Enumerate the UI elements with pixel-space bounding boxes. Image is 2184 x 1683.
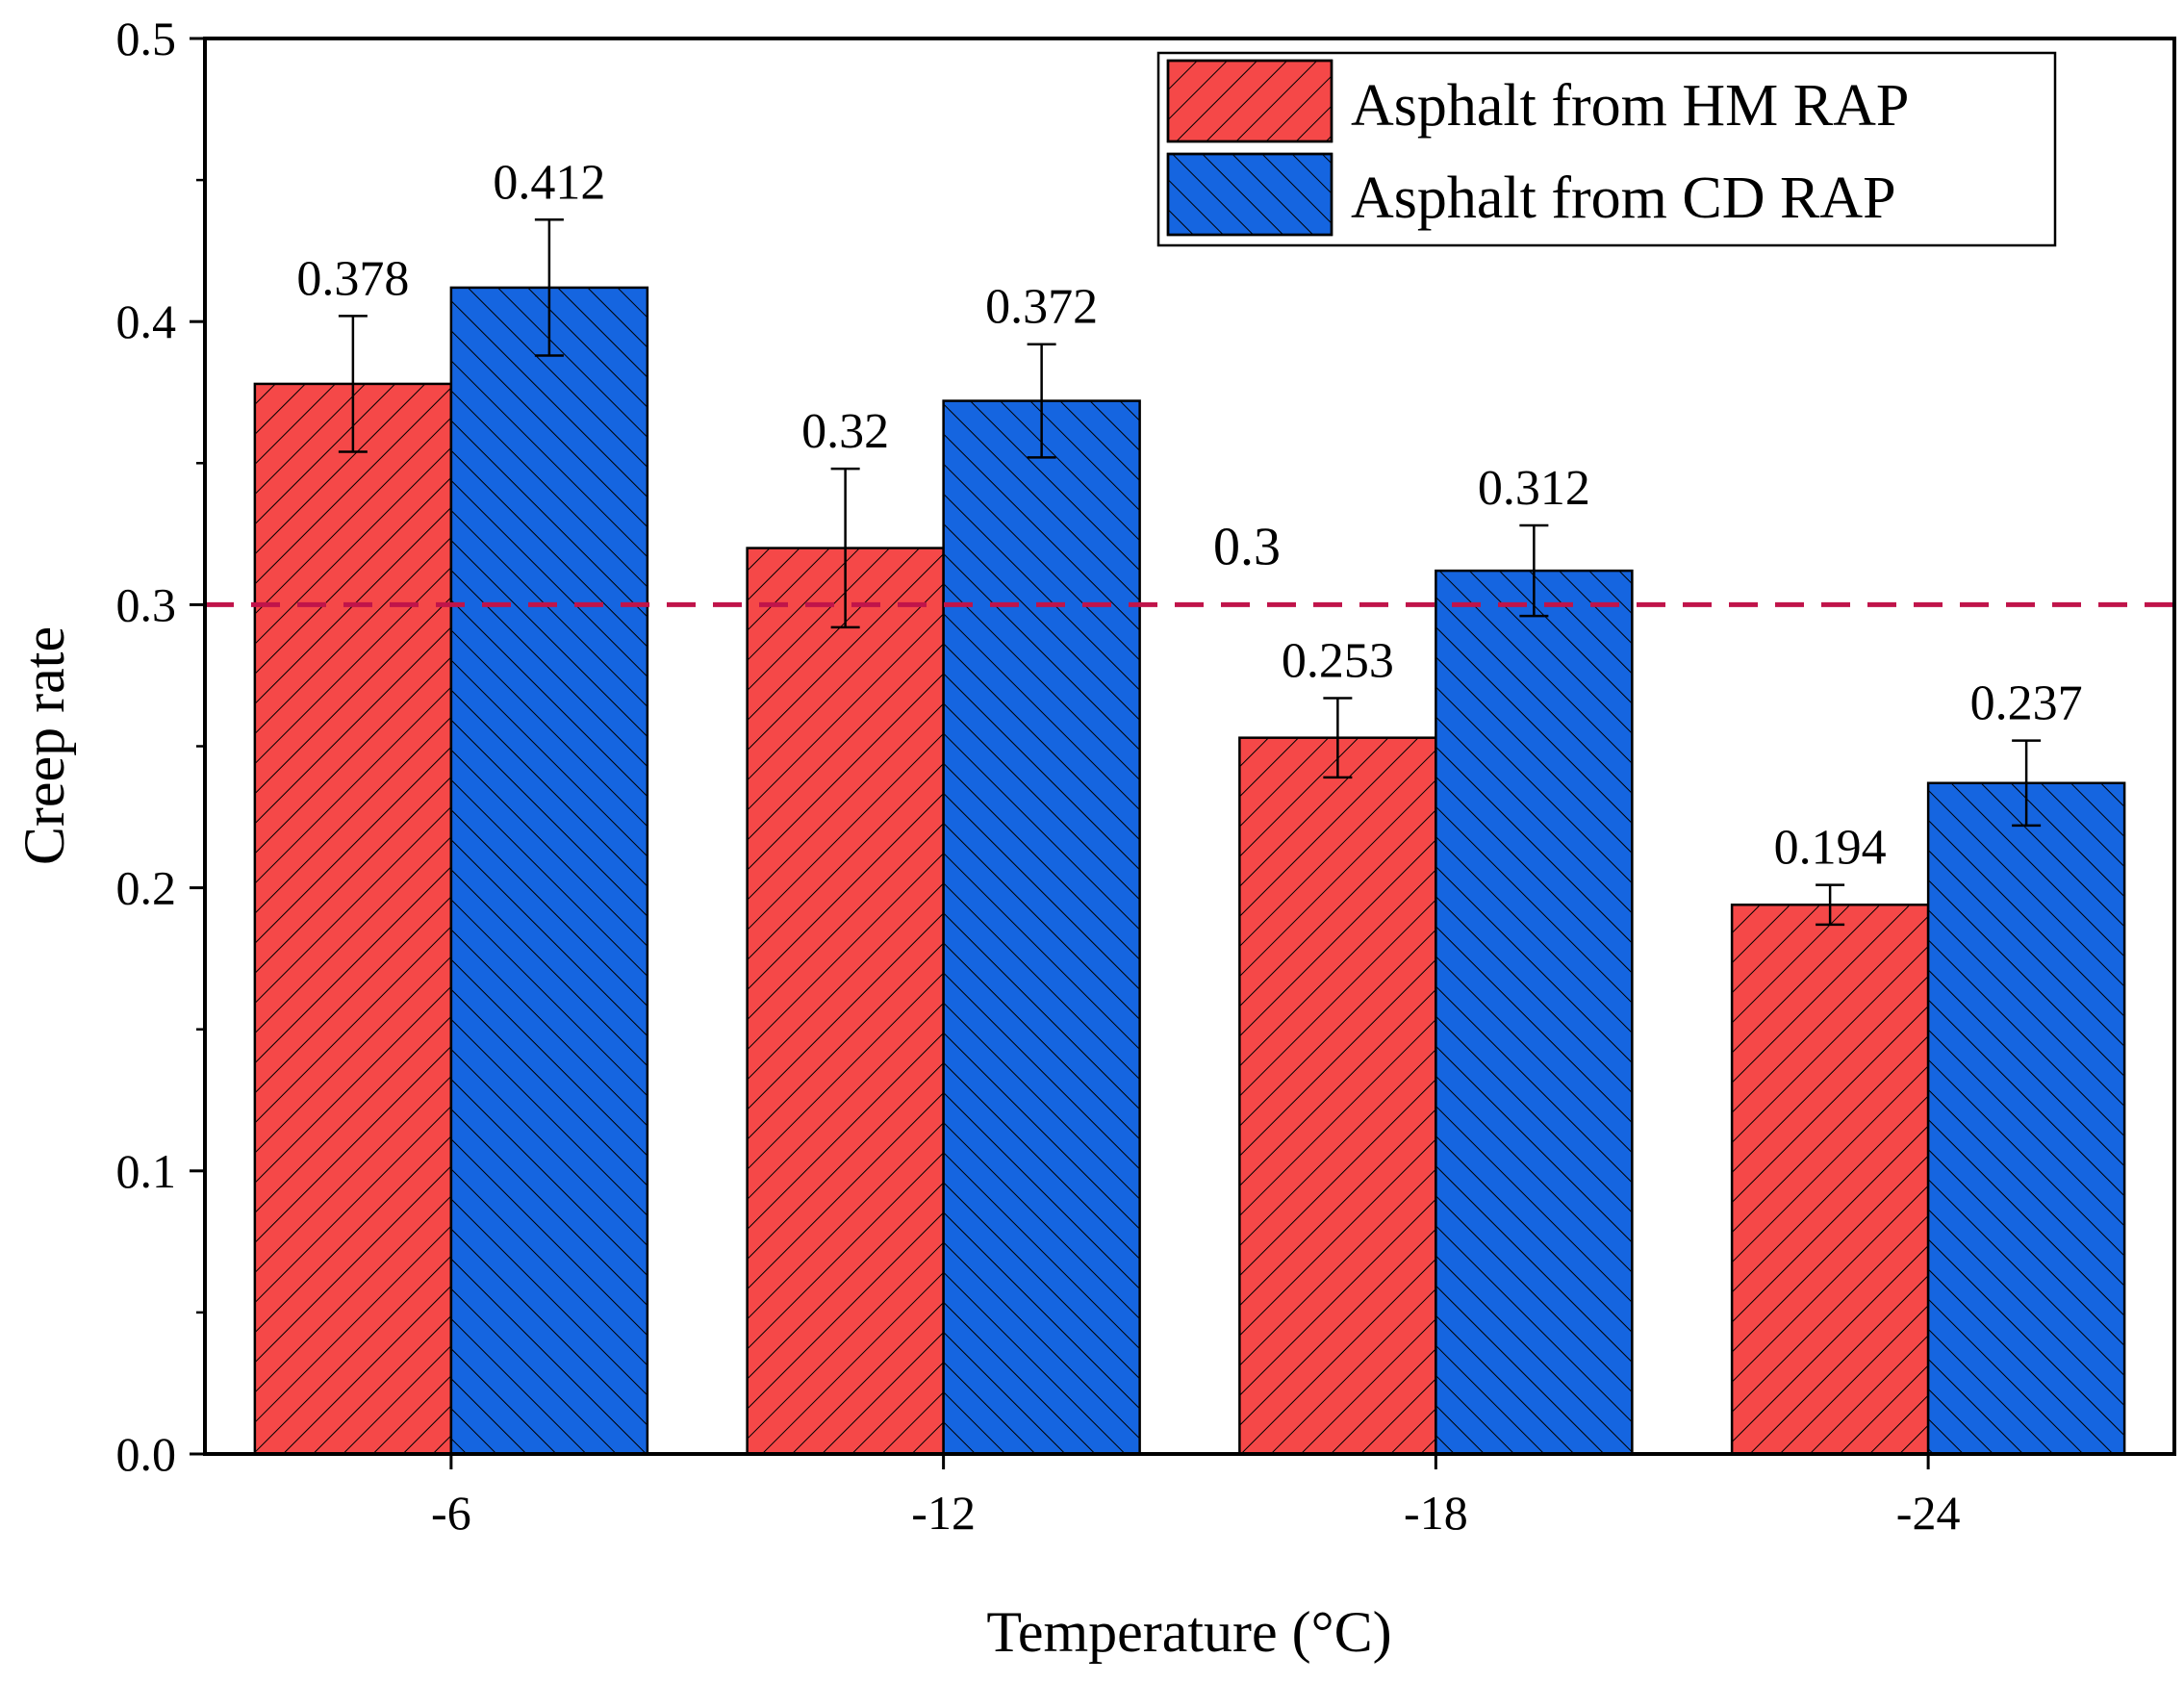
legend-label-cd: Asphalt from CD RAP bbox=[1351, 166, 1896, 231]
legend-label-hm: Asphalt from HM RAP bbox=[1351, 73, 1909, 139]
bar-hatch-hm-3 bbox=[1730, 904, 1930, 1456]
bar-hatch-cd-1 bbox=[942, 399, 1141, 1456]
data-label-cd-2: 0.312 bbox=[1478, 461, 1590, 516]
error-bars-layer bbox=[338, 218, 2042, 927]
data-label-cd-0: 0.412 bbox=[493, 155, 605, 210]
data-label-hm-2: 0.253 bbox=[1282, 633, 1394, 688]
legend-swatch-hm-hatch bbox=[1166, 59, 1333, 143]
legend-swatch-cd-hatch bbox=[1166, 152, 1333, 237]
bars-layer bbox=[253, 286, 2126, 1456]
x-tick-label-2: -18 bbox=[1404, 1486, 1468, 1540]
y-tick-label-5: 0.5 bbox=[116, 12, 177, 65]
bar-hatch-hm-2 bbox=[1238, 736, 1437, 1456]
y-tick-label-4: 0.4 bbox=[116, 294, 177, 348]
bar-hatch-cd-0 bbox=[449, 286, 649, 1456]
bar-hatch-cd-3 bbox=[1926, 781, 2126, 1456]
data-label-cd-1: 0.372 bbox=[985, 280, 1098, 335]
y-tick-label-2: 0.2 bbox=[116, 861, 177, 915]
legend: Asphalt from HM RAP Asphalt from CD RAP bbox=[1156, 51, 2057, 247]
x-axis-title: Temperature (°C) bbox=[986, 1600, 1391, 1664]
y-axis-title: Creep rate bbox=[13, 626, 76, 865]
y-tick-label-0: 0.0 bbox=[116, 1427, 177, 1481]
y-tick-label-3: 0.3 bbox=[116, 577, 177, 631]
bar-hatch-hm-0 bbox=[253, 382, 453, 1456]
data-labels-layer: 0.378 0.412 0.32 0.372 0.253 0.312 0.194 0.237 bbox=[296, 155, 2082, 875]
reference-line-layer: 0.3 bbox=[205, 517, 2174, 607]
data-label-hm-3: 0.194 bbox=[1774, 821, 1887, 876]
x-tick-label-3: -24 bbox=[1896, 1486, 1961, 1540]
x-axis: -6 -12 -18 -24 bbox=[431, 1454, 1960, 1540]
x-tick-label-0: -6 bbox=[431, 1486, 471, 1540]
data-label-cd-3: 0.237 bbox=[1970, 676, 2083, 731]
x-tick-label-1: -12 bbox=[911, 1486, 976, 1540]
bar-hatch-cd-2 bbox=[1435, 569, 1634, 1456]
reference-line-label: 0.3 bbox=[1213, 517, 1281, 576]
data-label-hm-1: 0.32 bbox=[801, 404, 889, 459]
legend-entry-cd: Asphalt from CD RAP bbox=[1166, 152, 1896, 237]
y-axis: 0.0 0.1 0.2 0.3 0.4 0.5 bbox=[116, 12, 205, 1481]
legend-entry-hm: Asphalt from HM RAP bbox=[1166, 59, 1909, 143]
data-label-hm-0: 0.378 bbox=[296, 251, 409, 306]
y-tick-label-1: 0.1 bbox=[116, 1144, 177, 1198]
bar-hatch-hm-1 bbox=[746, 547, 945, 1456]
